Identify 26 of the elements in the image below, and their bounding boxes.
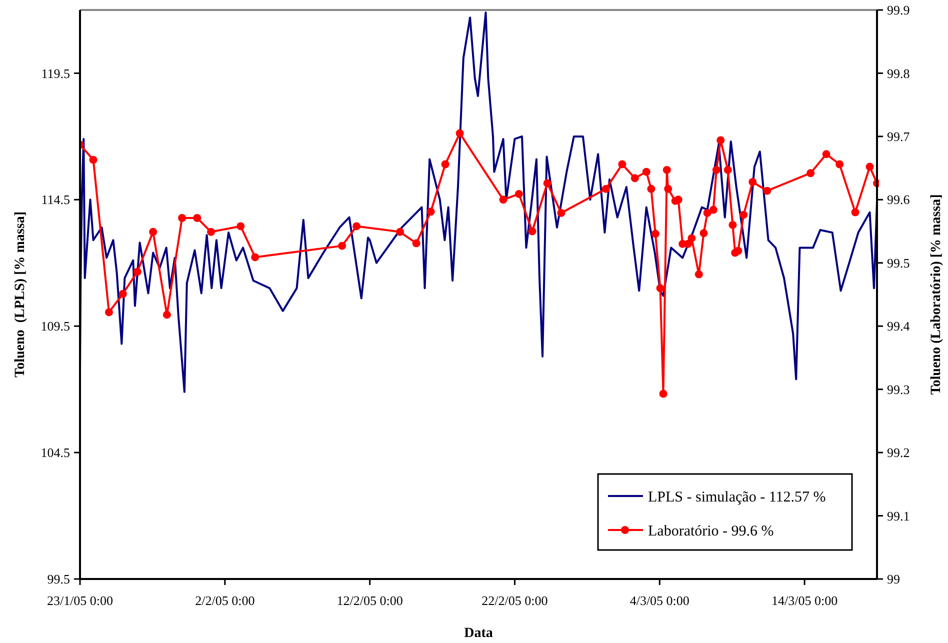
x-tick-label: 12/2/05 0:00 <box>336 593 403 608</box>
x-tick-label: 4/3/05 0:00 <box>630 593 690 608</box>
y2-tick-label: 99.5 <box>887 255 910 270</box>
y2-tick-label: 99.3 <box>887 382 910 397</box>
y-tick-label: 99.5 <box>47 572 70 587</box>
x-tick-label: 23/1/05 0:00 <box>46 593 114 608</box>
y-tick-label: 114.5 <box>41 192 70 208</box>
y-tick-label: 119.5 <box>41 66 70 81</box>
y-axis-title: Tolueno (LPLS) [% massa] <box>13 212 28 378</box>
y2-tick-label: 99.1 <box>887 508 910 524</box>
y2-tick-label: 99.2 <box>887 445 910 460</box>
x-tick-label: 22/2/05 0:00 <box>482 593 548 608</box>
y2-tick-label: 99.8 <box>887 66 910 81</box>
y-tick-label: 104.5 <box>40 445 70 460</box>
legend-label: Laboratório - 99.6 % <box>648 523 774 540</box>
y2-tick-label: 99.9 <box>887 2 910 18</box>
y2-tick-label: 99.6 <box>887 192 910 208</box>
legend-label: LPLS - simulação - 112.57 % <box>648 489 826 506</box>
y2-tick-label: 99 <box>887 572 900 587</box>
x-tick-label: 2/2/05 0:00 <box>195 593 255 608</box>
y2-axis-title: Tolueno (Laboratório) [% massa] <box>929 194 944 395</box>
y-tick-label: 109.5 <box>40 318 70 334</box>
x-axis-title: Data <box>464 626 493 641</box>
y2-tick-label: 99.4 <box>887 318 910 334</box>
y2-tick-label: 99.7 <box>887 128 910 144</box>
x-tick-label: 14/3/05 0:00 <box>772 593 838 608</box>
